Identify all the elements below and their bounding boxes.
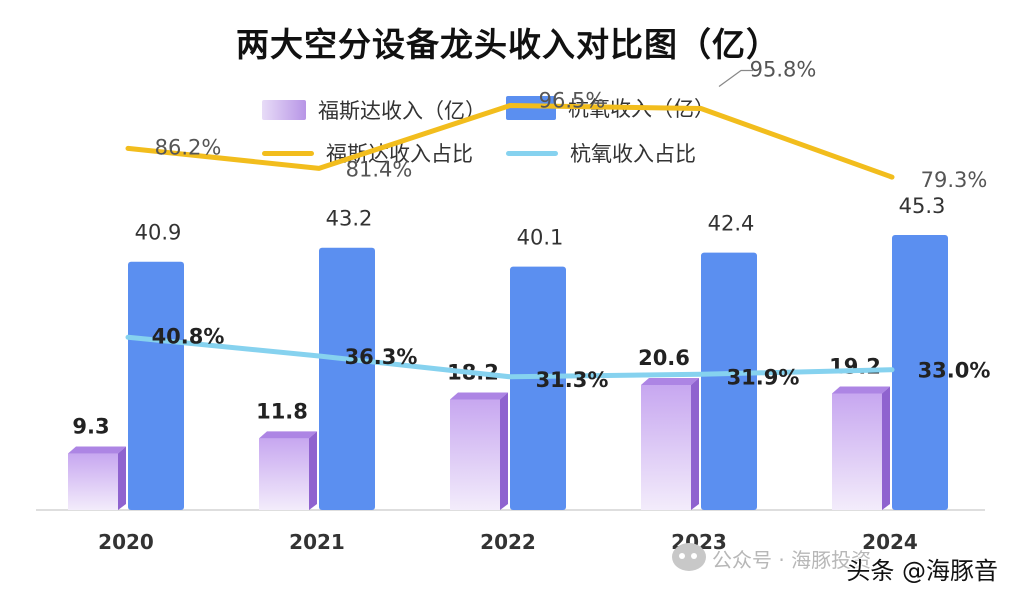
fusheng-ratio-label: 95.8% <box>750 57 817 81</box>
fusheng-bar-top <box>68 446 126 454</box>
legend-hangyang-ratio: 杭氧收入占比 <box>506 138 696 168</box>
x-tick-label: 2020 <box>98 530 154 554</box>
fusheng-bar-side <box>500 392 508 510</box>
fusheng-bar-side <box>118 446 126 510</box>
hangyang-ratio-label: 36.3% <box>345 345 418 369</box>
hangyang-ratio-label: 31.9% <box>727 365 800 389</box>
hangyang-bar <box>128 261 184 510</box>
legend-label: 福斯达收入（亿） <box>318 99 486 123</box>
hangyang-ratio-label: 40.8% <box>152 324 225 348</box>
fusheng-bar-side <box>691 377 699 510</box>
x-tick-label: 2021 <box>289 530 345 554</box>
hangyang-ratio-label: 33.0% <box>918 359 991 383</box>
fusheng-bar <box>68 453 118 510</box>
hangyang-bar-label: 40.9 <box>135 221 182 245</box>
legend-fusheng-revenue: 福斯达收入（亿） <box>262 95 486 125</box>
legend-swatch-cyan-line <box>506 150 558 156</box>
legend-label: 福斯达收入占比 <box>326 142 473 166</box>
fusheng-bar-top <box>259 431 317 439</box>
fusheng-bar-side <box>309 431 317 510</box>
fusheng-bar-side <box>882 386 890 510</box>
fusheng-bar-label: 19.2 <box>829 354 881 378</box>
hangyang-bar <box>510 266 566 510</box>
hangyang-bar <box>701 252 757 510</box>
x-tick-label: 2024 <box>862 530 918 554</box>
watermark-channel: 公众号 · 海豚投资 <box>712 548 872 572</box>
fusheng-bar-label: 9.3 <box>72 415 109 439</box>
fusheng-bar-top <box>641 377 699 385</box>
legend-label: 杭氧收入占比 <box>570 142 696 166</box>
hangyang-bar-label: 42.4 <box>708 212 755 236</box>
fusheng-bar <box>832 393 882 510</box>
fusheng-ratio-label: 79.3% <box>921 168 988 192</box>
fusheng-bar <box>259 438 309 510</box>
fusheng-ratio-label: 81.4% <box>346 157 413 181</box>
legend-fusheng-ratio: 福斯达收入占比 <box>262 138 473 168</box>
hangyang-bar-label: 45.3 <box>899 194 946 218</box>
chart-title: 两大空分设备龙头收入对比图（亿） <box>236 25 780 64</box>
hangyang-bar <box>319 247 375 510</box>
wechat-icon <box>672 543 706 571</box>
fusheng-ratio-label: 96.5% <box>539 89 606 113</box>
fusheng-bar-top <box>832 386 890 394</box>
hangyang-ratio-line <box>125 334 895 380</box>
legend-swatch-purple <box>262 100 306 120</box>
fusheng-ratio-label: 86.2% <box>155 135 222 159</box>
hangyang-bar-label: 43.2 <box>326 207 373 231</box>
hangyang-bar-label: 40.1 <box>517 226 564 250</box>
x-tick-label: 2022 <box>480 530 536 554</box>
hangyang-ratio-label: 31.3% <box>536 368 609 392</box>
fusheng-bar-label: 20.6 <box>638 346 690 370</box>
hangyang-bar <box>892 235 948 510</box>
fusheng-bar <box>450 399 500 510</box>
ratio-label-leader-line <box>718 69 753 87</box>
watermark-brand: 头条 @海豚音 <box>846 557 998 585</box>
fusheng-bar-label: 11.8 <box>256 399 308 423</box>
fusheng-bar <box>641 384 691 510</box>
fusheng-bar-top <box>450 392 508 400</box>
legend-swatch-yellow-line <box>262 150 314 156</box>
fusheng-ratio-line <box>125 103 895 180</box>
